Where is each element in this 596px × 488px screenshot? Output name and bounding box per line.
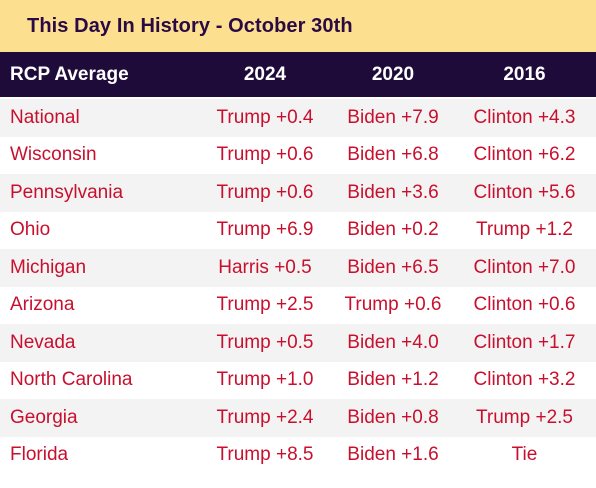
value-2024-cell: Trump +0.5	[216, 331, 314, 353]
column-header-2016: 2016	[503, 63, 546, 85]
value-2024-cell: Trump +0.4	[216, 106, 314, 128]
value-2020-cell: Biden +1.6	[347, 444, 439, 466]
value-2024-cell: Trump +8.5	[216, 444, 314, 466]
value-2020-cell: Biden +7.9	[347, 106, 439, 128]
table-row: National Trump +0.4 Biden +7.9 Clinton +…	[0, 99, 596, 137]
value-2016-cell: Clinton +5.6	[473, 181, 576, 203]
table-body: National Trump +0.4 Biden +7.9 Clinton +…	[0, 99, 596, 474]
value-2016-cell: Trump +1.2	[476, 219, 573, 241]
table-row: Wisconsin Trump +0.6 Biden +6.8 Clinton …	[0, 136, 596, 174]
state-cell: Nevada	[10, 331, 76, 353]
table-row: Michigan Harris +0.5 Biden +6.5 Clinton …	[0, 249, 596, 287]
value-2016-cell: Clinton +6.2	[473, 144, 576, 166]
value-2020-cell: Biden +6.8	[347, 144, 439, 166]
title-banner: This Day In History - October 30th	[0, 0, 596, 52]
table-header: RCP Average 2024 2020 2016	[0, 52, 596, 97]
value-2024-cell: Trump +0.6	[216, 181, 314, 203]
table-row: Florida Trump +8.5 Biden +1.6 Tie	[0, 436, 596, 474]
value-2016-cell: Clinton +7.0	[473, 256, 576, 278]
state-cell: Wisconsin	[10, 144, 97, 166]
value-2024-cell: Trump +1.0	[216, 369, 314, 391]
value-2024-cell: Trump +2.4	[216, 406, 314, 428]
value-2020-cell: Biden +0.2	[347, 219, 439, 241]
value-2024-cell: Harris +0.5	[218, 256, 312, 278]
column-header-2020: 2020	[371, 63, 415, 85]
table-row: Nevada Trump +0.5 Biden +4.0 Clinton +1.…	[0, 324, 596, 362]
state-cell: Arizona	[10, 294, 75, 316]
column-header-2024: 2024	[243, 63, 287, 85]
value-2016-cell: Tie	[511, 444, 538, 466]
value-2024-cell: Trump +0.6	[216, 144, 314, 166]
table-row: Ohio Trump +6.9 Biden +0.2 Trump +1.2	[0, 211, 596, 249]
table-row: Pennsylvania Trump +0.6 Biden +3.6 Clint…	[0, 174, 596, 212]
value-2016-cell: Clinton +4.3	[473, 106, 576, 128]
value-2020-cell: Biden +4.0	[347, 331, 439, 353]
value-2020-cell: Trump +0.6	[344, 294, 442, 316]
table-row: Georgia Trump +2.4 Biden +0.8 Trump +2.5	[0, 399, 596, 437]
value-2016-cell: Clinton +1.7	[473, 331, 576, 353]
value-2016-cell: Trump +2.5	[476, 406, 573, 428]
column-header-rcp-average: RCP Average	[10, 63, 129, 85]
page-title: This Day In History - October 30th	[27, 14, 353, 37]
value-2016-cell: Clinton +3.2	[473, 369, 576, 391]
state-cell: Ohio	[10, 219, 51, 241]
state-cell: National	[10, 106, 80, 128]
table-row: Arizona Trump +2.5 Trump +0.6 Clinton +0…	[0, 286, 596, 324]
value-2016-cell: Clinton +0.6	[473, 294, 576, 316]
value-2024-cell: Trump +6.9	[216, 219, 314, 241]
state-cell: Georgia	[10, 406, 78, 428]
state-cell: North Carolina	[10, 369, 133, 391]
table-row: North Carolina Trump +1.0 Biden +1.2 Cli…	[0, 361, 596, 399]
value-2020-cell: Biden +1.2	[347, 369, 439, 391]
value-2020-cell: Biden +3.6	[347, 181, 439, 203]
state-cell: Pennsylvania	[10, 181, 124, 203]
value-2024-cell: Trump +2.5	[216, 294, 314, 316]
value-2020-cell: Biden +0.8	[347, 406, 439, 428]
value-2020-cell: Biden +6.5	[347, 256, 439, 278]
state-cell: Michigan	[10, 256, 87, 278]
state-cell: Florida	[10, 444, 69, 466]
